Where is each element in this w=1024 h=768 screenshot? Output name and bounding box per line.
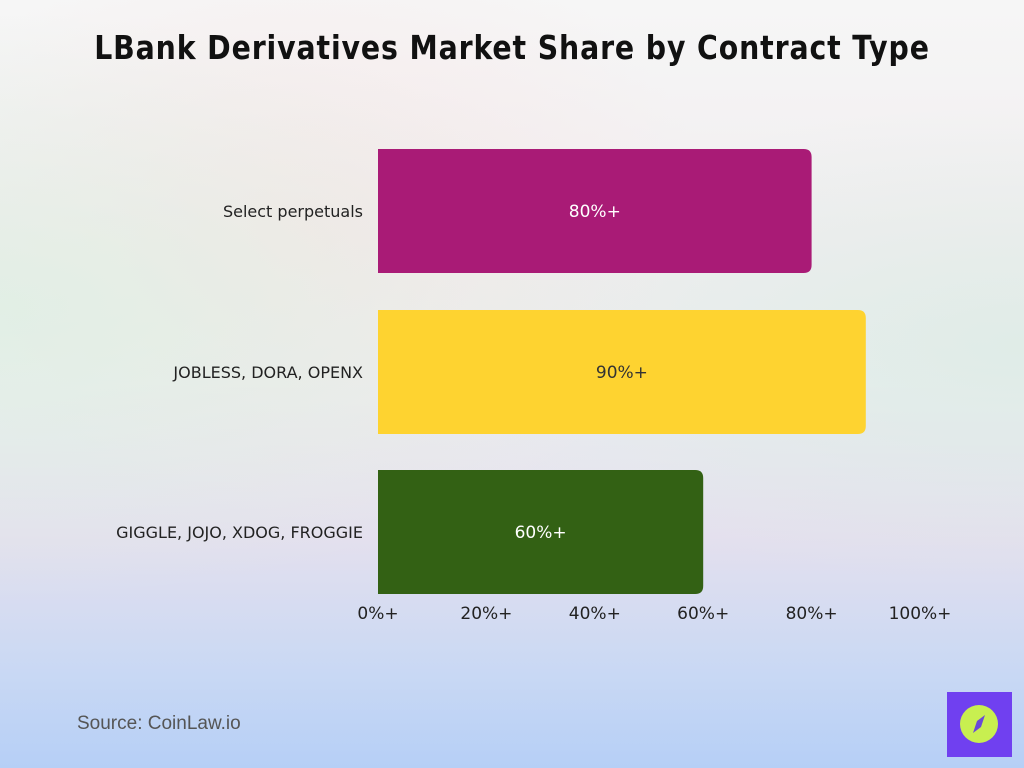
compass-icon — [960, 705, 998, 743]
bar — [378, 149, 812, 273]
category-label: JOBLESS, DORA, OPENX — [172, 363, 363, 382]
data-label: 90%+ — [596, 363, 648, 383]
x-tick-label: 0%+ — [357, 604, 398, 624]
category-label: Select perpetuals — [223, 202, 363, 221]
data-label: 80%+ — [569, 202, 621, 222]
x-tick-label: 40%+ — [569, 604, 621, 624]
x-tick-label: 20%+ — [460, 604, 512, 624]
data-label: 60%+ — [515, 523, 567, 543]
x-tick-label: 100%+ — [889, 604, 952, 624]
source-label: Source: CoinLaw.io — [77, 713, 241, 734]
chart-title: LBank Derivatives Market Share by Contra… — [94, 28, 930, 67]
category-label: GIGGLE, JOJO, XDOG, FROGGIE — [116, 523, 363, 542]
logo — [947, 692, 1012, 757]
x-tick-label: 60%+ — [677, 604, 729, 624]
bar — [378, 310, 866, 434]
x-tick-label: 80%+ — [786, 604, 838, 624]
bar — [378, 470, 704, 594]
